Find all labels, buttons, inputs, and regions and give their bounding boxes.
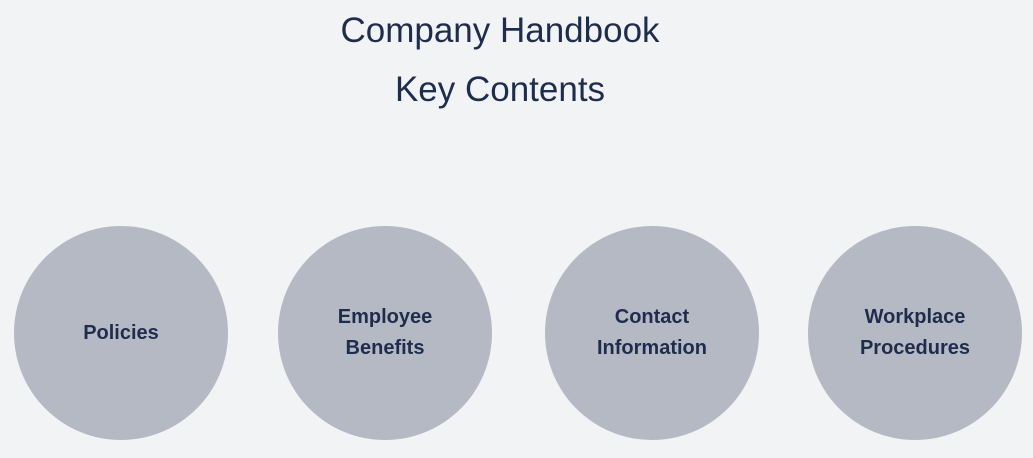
node-contact-information-label: Contact Information — [597, 306, 707, 359]
node-employee-benefits: Employee Benefits — [278, 226, 492, 440]
title-line-2: Key Contents — [394, 70, 606, 109]
node-workplace-procedures-label: Workplace Procedures — [859, 306, 971, 359]
title-line-1: Company Handbook — [340, 11, 660, 50]
node-policies: Policies — [14, 226, 228, 440]
node-workplace-procedures: Workplace Procedures — [808, 226, 1022, 440]
node-employee-benefits-label: Employee Benefits — [337, 306, 433, 359]
node-policies-label: Policies — [83, 321, 159, 344]
node-contact-information: Contact Information — [545, 226, 759, 440]
